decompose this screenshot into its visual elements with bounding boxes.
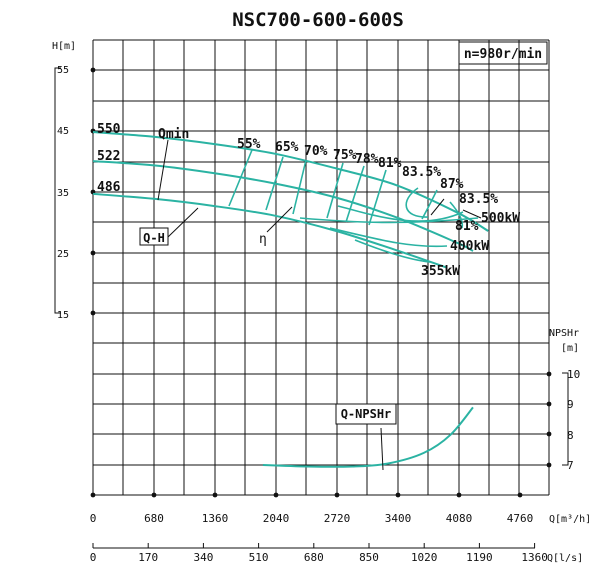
npsh-tick-label: 10 [567, 368, 580, 381]
npsh-box [335, 403, 397, 425]
npsh-curve [262, 406, 474, 468]
efficiency-label: 83.5% [459, 192, 498, 207]
impeller-label: 522 [97, 149, 120, 164]
x2-tick-label: 680 [304, 551, 324, 564]
npsh-tick-dot [546, 371, 552, 377]
x2-tick-label: 1020 [411, 551, 438, 564]
x-axis-ticks: 0 680 1360 2040 2720 3400 4080 4760 0 170 340 510 68… [90, 492, 548, 564]
efficiency-label: 81% [455, 219, 479, 234]
efficiency-label: 78% [355, 152, 379, 167]
npsh-curve-label: Q-NPSHr [341, 407, 392, 421]
qmin-label: Qmin [158, 127, 189, 142]
head-tick-label: 55 [57, 65, 69, 76]
x2-tick-label: 340 [193, 551, 213, 564]
x2-tick-label: 1360 [521, 551, 548, 564]
annotation-leaders [157, 139, 482, 471]
head-tick-dot [90, 67, 96, 73]
power-label: 355kW [421, 264, 460, 279]
efficiency-label: 81% [378, 156, 402, 171]
head-tick-label: 35 [57, 188, 69, 199]
x-tick-dot [517, 492, 523, 498]
head-axis-label: H[m] [52, 41, 76, 52]
x-tick-dot [212, 492, 218, 498]
impeller-label: 486 [97, 180, 121, 195]
x-tick-dot [456, 492, 462, 498]
x-tick-label: 2040 [263, 512, 290, 525]
power-label: 500kW [481, 211, 520, 226]
x2-tick-label: 850 [359, 551, 379, 564]
efficiency-contours [228, 149, 464, 229]
x-tick-dot [334, 492, 340, 498]
efficiency-label: 75% [333, 148, 357, 163]
npsh-tick-dot [546, 431, 552, 437]
chart-title: NSC700-600-600S [232, 9, 404, 31]
head-tick-dot [90, 310, 96, 316]
x-tick-label: 680 [144, 512, 164, 525]
x-tick-dot [90, 492, 96, 498]
efficiency-label: 87% [440, 177, 464, 192]
impeller-label: 550 [97, 122, 121, 137]
x-tick-label: 1360 [202, 512, 229, 525]
x-tick-dot [395, 492, 401, 498]
x2-tick-label: 510 [249, 551, 269, 564]
npsh-tick-label: 7 [567, 459, 574, 472]
head-curve-486 [92, 192, 447, 269]
head-tick-label: 45 [57, 126, 69, 137]
qh-label: Q-H [143, 231, 165, 245]
efficiency-label: 65% [275, 140, 299, 155]
x2-tick-label: 0 [90, 551, 97, 564]
head-curve-522 [92, 160, 474, 252]
head-curve-550 [92, 131, 489, 232]
power-label: 400kW [450, 239, 489, 254]
npsh-axis-unit: [m] [561, 343, 579, 354]
x2-tick-label: 1190 [466, 551, 493, 564]
npsh-axis-label: NPSHr [549, 328, 579, 339]
npsh-tick-dot [546, 462, 552, 468]
x-tick-dot [273, 492, 279, 498]
npsh-tick-dot [546, 401, 552, 407]
x-tick-label: 4760 [507, 512, 534, 525]
x-tick-label: 2720 [324, 512, 351, 525]
head-tick-label: 15 [57, 310, 69, 321]
qh-box [139, 227, 169, 246]
x-axis-label: Q[m³/h] [549, 514, 591, 525]
power-lines [299, 217, 479, 263]
x-tick-label: 4080 [446, 512, 473, 525]
npsh-tick-label: 9 [567, 398, 574, 411]
efficiency-label: 83.5% [402, 165, 441, 180]
head-tick-label: 25 [57, 249, 69, 260]
speed-label: n=980r/min [464, 47, 542, 62]
x2-tick-label: 170 [138, 551, 158, 564]
x-tick-label: 0 [90, 512, 97, 525]
head-axis-bracket [54, 67, 61, 314]
plot-grid [90, 39, 552, 496]
x2-axis-label: Q[l/s] [547, 553, 583, 564]
curve-layer [92, 131, 489, 468]
npsh-tick-label: 8 [567, 429, 574, 442]
x-tick-dot [151, 492, 157, 498]
efficiency-label: 70% [304, 144, 328, 159]
eta-label: η [259, 232, 267, 247]
efficiency-label: 55% [237, 137, 261, 152]
x-tick-label: 3400 [385, 512, 412, 525]
npsh-axis-bracket [562, 372, 569, 466]
head-tick-dot [90, 250, 96, 256]
